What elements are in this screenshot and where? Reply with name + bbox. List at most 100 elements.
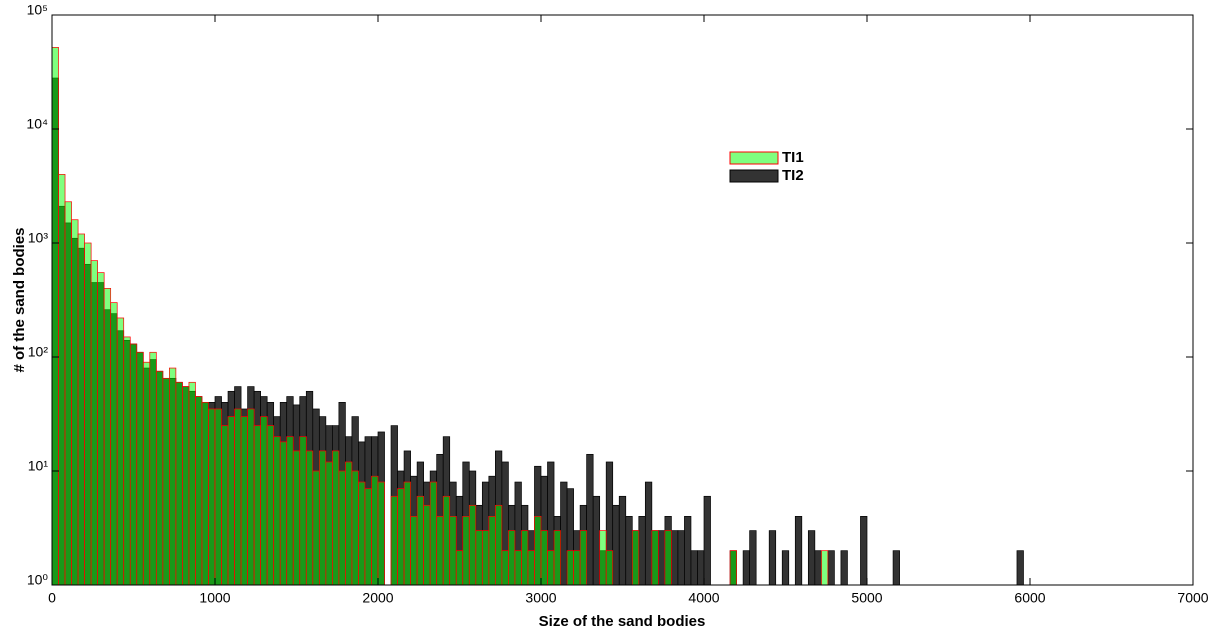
bar [149, 351, 157, 586]
bar [110, 302, 118, 586]
legend-label: TI1 [782, 149, 804, 166]
bar [690, 550, 698, 586]
bar [84, 242, 92, 586]
bar [749, 530, 757, 586]
x-axis-label: Size of the sand bodies [539, 613, 706, 630]
x-tick-label: 3000 [525, 590, 556, 606]
bar [116, 317, 125, 586]
bar [840, 550, 848, 586]
bar [260, 416, 268, 586]
bar [390, 495, 398, 586]
bar [534, 516, 542, 586]
bar [279, 441, 288, 586]
bar [442, 495, 451, 586]
bar [345, 461, 353, 586]
bar [208, 408, 216, 586]
bar [481, 530, 490, 586]
bar [540, 530, 548, 586]
bar [182, 386, 190, 586]
bar [377, 481, 385, 586]
bar [325, 461, 333, 586]
bar [273, 436, 281, 586]
bar [508, 530, 516, 586]
bar [781, 550, 790, 586]
bar [64, 201, 72, 586]
bar [658, 530, 666, 586]
legend-swatch [729, 169, 779, 183]
bar [644, 481, 653, 586]
bar [625, 516, 633, 586]
bar [169, 367, 177, 586]
bar [586, 453, 594, 586]
bar [123, 336, 131, 586]
y-axis-label: # of the sand bodies [11, 227, 28, 372]
y-tick-label: 10³ [28, 230, 49, 246]
bar [612, 504, 620, 586]
bars [51, 47, 1024, 586]
bar [58, 174, 66, 586]
x-tick-label: 7000 [1177, 590, 1208, 606]
bar [188, 381, 196, 586]
bar [821, 550, 829, 586]
x-tick-label: 2000 [362, 590, 393, 606]
bar [527, 550, 535, 586]
bar [129, 343, 138, 586]
x-tick-label: 4000 [688, 590, 719, 606]
bar [71, 219, 79, 586]
bar [410, 516, 418, 586]
bar [332, 450, 340, 586]
bar [214, 408, 222, 586]
bar [358, 481, 366, 586]
bar [429, 481, 438, 586]
bar [677, 530, 685, 586]
bar [175, 381, 183, 586]
y-tick-label: 10¹ [28, 458, 49, 474]
y-tick-label: 10⁵ [27, 2, 48, 18]
bar [195, 396, 203, 586]
bar [162, 377, 170, 586]
x-tick-label: 5000 [851, 590, 882, 606]
bar [553, 530, 561, 586]
bar [351, 470, 359, 586]
x-tick-label: 0 [48, 590, 56, 606]
bar [794, 516, 803, 586]
bar [103, 288, 112, 586]
bar [240, 416, 248, 586]
bar [221, 425, 229, 586]
bar [338, 470, 346, 586]
x-tick-label: 6000 [1014, 590, 1045, 606]
bar [247, 408, 255, 586]
bar [455, 550, 464, 586]
y-tick-label: 10⁴ [26, 116, 48, 132]
bar [573, 550, 581, 586]
bar [299, 436, 307, 586]
bar [475, 530, 483, 586]
bar [234, 408, 242, 586]
bar [664, 530, 672, 586]
bar [514, 550, 522, 586]
bar [807, 530, 816, 586]
bar [599, 530, 607, 586]
bar [305, 450, 314, 586]
bar [397, 488, 405, 586]
bar [860, 516, 868, 586]
bar [90, 260, 98, 586]
bar [768, 530, 777, 586]
y-tick-label: 10⁰ [27, 572, 49, 588]
bar [436, 516, 444, 586]
bar [618, 495, 627, 586]
bar [462, 516, 470, 586]
bar [423, 504, 431, 586]
legend-label: TI2 [782, 167, 804, 184]
bar [155, 370, 164, 586]
bar [703, 495, 711, 586]
bar [566, 550, 574, 586]
bar [1016, 550, 1024, 586]
bar [521, 530, 529, 586]
bar [416, 495, 424, 586]
bar [364, 488, 372, 586]
bar [227, 416, 235, 586]
bar [638, 516, 646, 586]
bar [742, 550, 750, 586]
bar [77, 233, 85, 586]
